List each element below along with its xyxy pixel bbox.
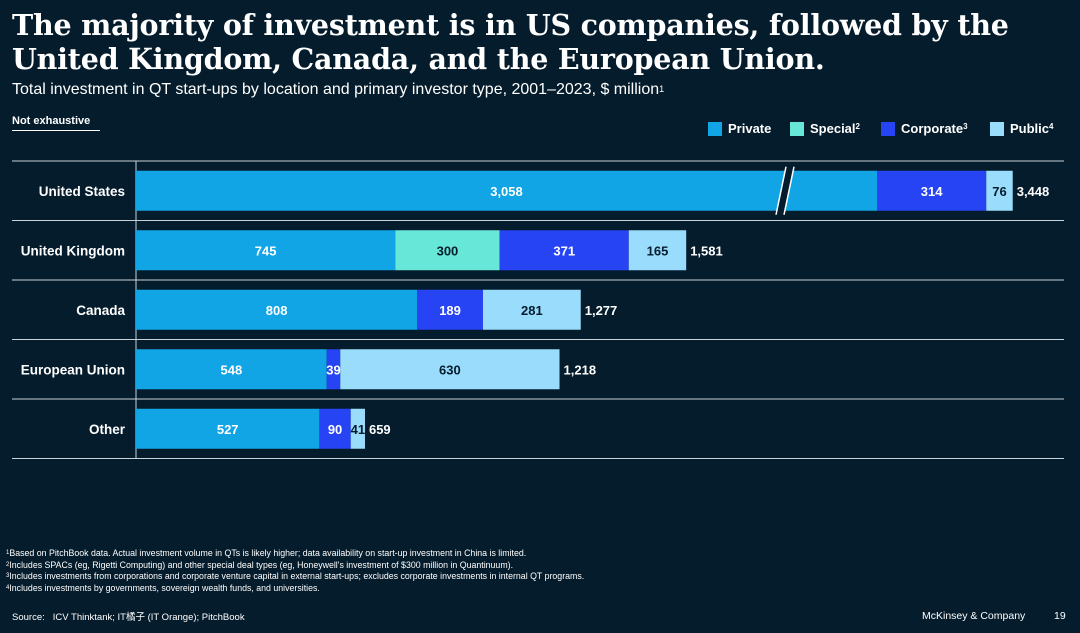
bar-united-states-private	[136, 170, 877, 211]
footnote-2-text: Includes SPACs (eg, Rigetti Computing) a…	[9, 559, 514, 570]
axis-break-gap	[776, 166, 794, 215]
footnotes: 1Based on PitchBook data. Actual investm…	[6, 548, 826, 594]
footnote-1-text: Based on PitchBook data. Actual investme…	[9, 548, 527, 558]
legend-item-private: Private	[708, 121, 771, 136]
data-label-european-union-private: 548	[221, 362, 243, 377]
footnote-4-text: Includes investments by governments, sov…	[9, 582, 320, 593]
category-label-united-kingdom: United Kingdom	[21, 243, 125, 258]
axis-break-line-left	[775, 166, 787, 215]
footnote-2-marker: 2	[6, 561, 10, 568]
bar-united-states-corporate	[877, 170, 987, 211]
data-label-european-union-corporate: 39	[326, 362, 340, 377]
stacked-bar-chart: United States 3,058 314 76 3,448 United Kingd…	[12, 160, 1064, 459]
bar-united-kingdom-corporate	[499, 230, 629, 271]
category-label-european-union: European Union	[21, 362, 125, 377]
footnote-4: 4Includes investments by governments, so…	[6, 583, 826, 595]
subtitle-text: Total investment in QT start-ups by loca…	[12, 81, 660, 98]
data-label-other-public: 41	[351, 422, 365, 437]
chart-subtitle: Total investment in QT start-ups by loca…	[12, 80, 664, 100]
footnote-3: 3Includes investments from corporations …	[6, 571, 826, 583]
bar-other-private	[136, 408, 320, 449]
data-label-canada-corporate: 189	[439, 303, 461, 318]
data-label-other-private: 527	[217, 422, 239, 437]
page-number: 19	[1054, 610, 1066, 622]
legend-item-public: Public 4	[990, 121, 1053, 136]
bar-canada-corporate	[417, 289, 483, 330]
source-text: ICV Thinktank; IT橘子 (IT Orange); PitchBo…	[52, 612, 245, 623]
category-label-canada: Canada	[76, 303, 125, 318]
legend-item-special: Special 2	[790, 121, 860, 136]
total-label-united-states: 3,448	[1017, 184, 1050, 199]
total-label-european-union: 1,218	[564, 362, 597, 377]
footnote-1-marker: 1	[6, 550, 10, 556]
data-label-united-states-corporate: 314	[921, 184, 943, 199]
legend-label-special: Special	[810, 121, 856, 136]
not-exhaustive-note: Not exhaustive	[12, 115, 100, 131]
footnote-3-text: Includes investments from corporations a…	[9, 571, 585, 581]
total-label-other: 659	[369, 422, 391, 437]
bar-other-public	[350, 408, 365, 449]
bar-european-union-private	[136, 349, 327, 390]
footnote-3-marker: 3	[6, 573, 10, 579]
bar-canada-private	[136, 289, 418, 330]
total-label-united-kingdom: 1,581	[690, 243, 723, 258]
data-label-united-kingdom-corporate: 371	[553, 243, 575, 258]
footnote-1: 1Based on PitchBook data. Actual investm…	[6, 548, 826, 560]
legend-swatch-special	[790, 121, 804, 136]
page-title: The majority of investment is in US comp…	[12, 8, 1009, 76]
brand-name: McKinsey & Company	[922, 610, 1026, 622]
data-label-united-kingdom-special: 300	[437, 243, 459, 258]
bar-canada-public	[482, 289, 581, 330]
footnote-2: 2Includes SPACs (eg, Rigetti Computing) …	[6, 560, 826, 572]
legend-sup-special: 2	[855, 122, 860, 131]
legend-swatch-private	[708, 121, 722, 136]
data-label-united-kingdom-public: 165	[647, 243, 669, 258]
legend-label-public: Public	[1010, 121, 1050, 136]
subtitle-footnote-marker: 1	[659, 84, 665, 94]
legend-label-private: Private	[728, 121, 772, 136]
footnote-4-marker: 4	[6, 584, 10, 591]
bar-united-kingdom-special	[395, 230, 500, 271]
total-label-canada: 1,277	[585, 303, 618, 318]
data-label-canada-public: 281	[521, 303, 543, 318]
legend-swatch-corporate	[881, 121, 895, 136]
data-label-canada-private: 808	[266, 303, 288, 318]
data-label-european-union-public: 630	[439, 362, 461, 377]
category-label-other: Other	[89, 422, 126, 437]
source-line: Source: ICV Thinktank; IT橘子 (IT Orange); …	[12, 609, 253, 623]
data-label-united-states-private: 3,058	[490, 184, 523, 199]
category-label-united-states: United States	[39, 184, 125, 199]
bar-united-kingdom-private	[136, 230, 396, 271]
legend-label-corporate: Corporate	[901, 121, 964, 136]
bar-european-union-public	[340, 349, 560, 390]
bar-united-kingdom-public	[628, 230, 687, 271]
axis-break-line-right	[783, 166, 795, 215]
data-label-other-corporate: 90	[328, 422, 342, 437]
bar-united-states-public	[986, 170, 1013, 211]
legend-sup-public: 4	[1049, 122, 1054, 131]
data-label-united-kingdom-private: 745	[255, 243, 277, 258]
bar-european-union-corporate	[326, 349, 341, 390]
legend-item-corporate: Corporate 3	[881, 121, 968, 136]
legend-sup-corporate: 3	[963, 122, 968, 131]
source-label: Source:	[12, 612, 45, 623]
data-label-united-states-public: 76	[992, 184, 1006, 199]
legend-swatch-public	[990, 121, 1004, 136]
bar-other-corporate	[319, 408, 351, 449]
